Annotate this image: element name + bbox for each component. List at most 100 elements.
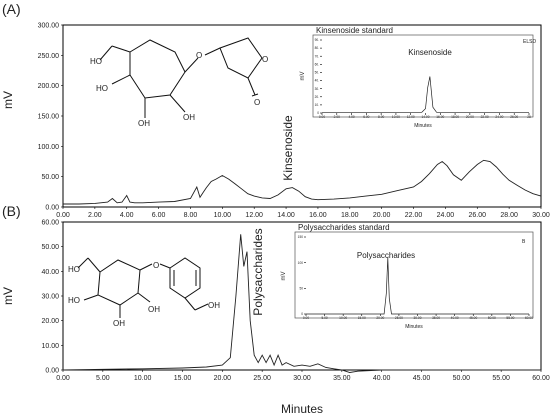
inset-b-x-tick-label: 30.00 xyxy=(414,316,422,320)
inset-a-x-tick-label: 12.00 xyxy=(407,115,415,119)
svg-text:HO: HO xyxy=(68,265,80,274)
panel-b-x-tick-label: 0.00 xyxy=(56,375,70,382)
panel-a-y-tick-label: 300.00 xyxy=(38,22,60,29)
inset-b-x-tick-label: 0.00 xyxy=(303,316,309,320)
inset-b-x-axis-label: Minutes xyxy=(405,324,423,330)
inset-a-y-tick-label: 20. xyxy=(315,95,320,99)
inset-b-x-tick-label: 40.00 xyxy=(451,316,459,320)
panel-b-x-tick-label: 55.00 xyxy=(492,375,510,382)
inset-b-title: Polysaccharides standard xyxy=(298,223,390,232)
panel-b-polysaccharides-annotation: Polysaccharides xyxy=(251,228,265,315)
inset-a-x-axis-label: Minutes xyxy=(414,123,432,129)
inset-a-x-ticks: 0.00 2.00 4.00 6.00 8.00 10.00 12.00 14.00 16.00… xyxy=(319,113,531,119)
panel-b-x-tick-label: 10.00 xyxy=(134,375,152,382)
panel-b-y-tick-label: 30.00 xyxy=(41,293,59,300)
inset-a-x-tick-label: 10.00 xyxy=(392,115,400,119)
inset-a-x-tick-label: 20.00 xyxy=(466,115,474,119)
inset-a-corner-tag: ELSD xyxy=(523,39,536,45)
inset-a-y-tick-label: 30. xyxy=(315,87,320,91)
panel-a-x-tick-label: 4.00 xyxy=(120,212,134,219)
inset-a-x-tick-label: 4.00 xyxy=(348,115,354,119)
panel-b-x-tick-label: 20.00 xyxy=(214,375,232,382)
panel-a: (A) mV 0.00 50.00 100.00 150.00 200.00 250.00… xyxy=(1,1,550,219)
inset-a-y-tick-label: 70. xyxy=(315,54,320,58)
inset-a-x-tick-label: 0.00 xyxy=(319,115,325,119)
panel-a-x-tick-label: 16.00 xyxy=(309,212,327,219)
panel-b-y-tick-label: 60.00 xyxy=(41,219,59,226)
inset-a-y-tick-label: 0 xyxy=(317,111,319,115)
inset-b-x-tick-label: 50.00 xyxy=(488,316,496,320)
inset-a-peak-line xyxy=(322,76,529,113)
panel-a-x-tick-label: 30.00 xyxy=(532,212,550,219)
panel-a-y-tick-label: 100.00 xyxy=(38,144,60,151)
panel-a-x-tick-label: 18.00 xyxy=(341,212,359,219)
panel-b-chromatogram-line xyxy=(62,234,541,373)
inset-a-peak-label: Kinsenoside xyxy=(408,48,452,57)
inset-b-corner-tag: B xyxy=(522,239,526,245)
inset-b-y-tick-label: 50 xyxy=(299,286,303,290)
inset-a-y-tick-label: 10. xyxy=(315,103,320,107)
inset-a-y-axis-label: mV xyxy=(300,72,306,81)
panel-a-x-tick-label: 14.00 xyxy=(277,212,295,219)
kinsenoside-structure-atoms: HO HO OH OH O O O xyxy=(90,51,268,128)
panel-b-x-tick-label: 30.00 xyxy=(293,375,311,382)
inset-b-x-tick-label: 55.00 xyxy=(506,316,514,320)
panel-b-x-tick-label: 45.00 xyxy=(413,375,431,382)
polysaccharide-structure-drawing xyxy=(77,257,209,318)
shared-x-axis-label: Minutes xyxy=(281,402,323,416)
inset-b-x-tick-label: 5.00 xyxy=(321,316,327,320)
inset-a-y-ticks: 0 10. 20. 30. 40. 50. 60. 70. 80. 90. xyxy=(315,38,322,115)
inset-b-x-tick-label: 20.00 xyxy=(376,316,384,320)
inset-b-x-tick-label: 15.00 xyxy=(358,316,366,320)
inset-b-peak-line xyxy=(306,257,529,315)
inset-a-x-tick-label: 8.00 xyxy=(378,115,384,119)
inset-b-x-tick-label: 25.00 xyxy=(395,316,403,320)
panel-b-x-tick-label: 15.00 xyxy=(174,375,192,382)
panel-b-x-ticks: 0.00 5.00 10.00 15.00 20.00 25.00 30.00 35.00 40… xyxy=(56,370,550,382)
inset-a-title: Kinsenoside standard xyxy=(316,26,393,35)
inset-a-x-tick-label: 2.00 xyxy=(334,115,340,119)
inset-a-x-tick-label: 16.00 xyxy=(436,115,444,119)
panel-b-y-tick-label: 0.00 xyxy=(45,367,59,374)
svg-text:O: O xyxy=(153,261,159,270)
inset-a-x-tick-label: 24.00 xyxy=(495,115,503,119)
svg-text:HO: HO xyxy=(96,84,108,93)
panel-b-x-tick-label: 35.00 xyxy=(333,375,351,382)
panel-b: (B) mV 0.00 10.00 20.00 30.00 40.00 50.00 60.0… xyxy=(1,203,550,416)
panel-a-inset: Kinsenoside standard ELSD mV Minutes Kin… xyxy=(300,26,536,129)
panel-a-y-tick-label: 250.00 xyxy=(38,53,60,60)
panel-b-y-ticks: 0.00 10.00 20.00 30.00 40.00 50.00 60.00 xyxy=(41,219,63,374)
inset-a-y-tick-label: 50. xyxy=(315,71,320,75)
panel-a-x-tick-label: 10.00 xyxy=(214,212,232,219)
panel-a-y-axis-label: mV xyxy=(1,91,15,109)
svg-text:O: O xyxy=(262,55,268,64)
panel-b-y-tick-label: 50.00 xyxy=(41,244,59,251)
panel-a-x-tick-label: 8.00 xyxy=(184,212,198,219)
panel-a-label: (A) xyxy=(2,1,21,17)
inset-a-x-tick-label: 14.00 xyxy=(422,115,430,119)
panel-b-x-tick-label: 50.00 xyxy=(453,375,471,382)
panel-a-x-tick-label: 24.00 xyxy=(437,212,455,219)
panel-a-y-tick-label: 150.00 xyxy=(38,113,60,120)
panel-b-y-axis-label: mV xyxy=(1,287,15,305)
inset-a-y-tick-label: 60. xyxy=(315,62,320,66)
inset-b-x-tick-label: 10.00 xyxy=(339,316,347,320)
panel-b-y-tick-label: 20.00 xyxy=(41,318,59,325)
inset-a-y-tick-label: 80. xyxy=(315,46,320,50)
panel-a-y-tick-label: 200.00 xyxy=(38,83,60,90)
panel-a-x-tick-label: 28.00 xyxy=(500,212,518,219)
panel-a-x-tick-label: 26.00 xyxy=(469,212,487,219)
inset-a-y-tick-label: 40. xyxy=(315,79,320,83)
panel-b-label: (B) xyxy=(2,203,21,219)
svg-text:O: O xyxy=(254,98,260,107)
inset-b-frame xyxy=(294,231,534,319)
panel-a-x-tick-label: 0.00 xyxy=(56,212,70,219)
inset-b-y-tick-label: 150 xyxy=(298,235,304,239)
panel-b-x-tick-label: 25.00 xyxy=(253,375,271,382)
inset-a-x-tick-label: 22.00 xyxy=(481,115,489,119)
inset-a-x-tick-label: 6.00 xyxy=(363,115,369,119)
panel-b-y-tick-label: 40.00 xyxy=(41,269,59,276)
inset-b-x-ticks: 0.00 5.00 10.00 15.00 20.00 25.00 30.00 35.00 40… xyxy=(303,314,533,320)
svg-text:OH: OH xyxy=(183,113,195,122)
